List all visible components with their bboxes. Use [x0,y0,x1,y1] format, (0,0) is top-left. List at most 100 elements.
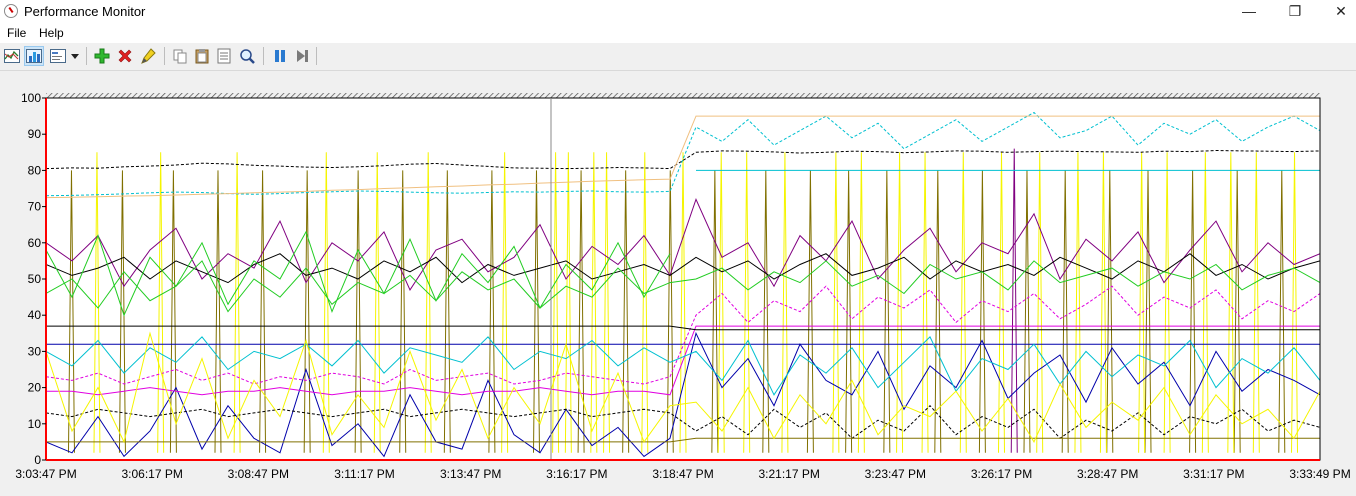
counter-spike [1074,152,1082,453]
counter-series-line [46,111,1320,197]
y-tick-label: 10 [28,417,42,431]
counter-spike [577,170,585,453]
minimize-button[interactable]: — [1242,3,1256,19]
paste-counter-list-icon [195,49,209,64]
update-data-button[interactable] [292,46,312,66]
counter-spike [1227,152,1235,453]
freeze-display-button[interactable] [270,46,290,66]
counter-spike [501,152,509,453]
y-axis-ticks: 0 10 20 30 40 50 60 70 80 90 100 [21,91,46,467]
counter-series-line [46,331,1320,458]
performance-monitor-app-icon [4,4,18,18]
view-report-button[interactable] [48,46,68,66]
y-tick-label: 30 [28,344,42,358]
series-layer [46,111,1320,458]
counter-spike [322,152,330,453]
menu-bar: File Help [0,24,1356,43]
y-tick-label: 40 [28,308,42,322]
counter-spike [781,152,789,453]
view-histogram-button[interactable] [24,46,44,66]
counter-series-line [46,336,1320,396]
counter-series-line [46,149,1320,170]
counter-series-line [46,260,1320,313]
counter-series-line [46,285,1320,385]
delete-counter-button[interactable] [115,46,135,66]
update-data-icon [297,50,308,62]
close-button[interactable]: ✕ [1335,3,1347,19]
menu-help[interactable]: Help [39,26,64,40]
highlight-button[interactable] [138,46,158,66]
window-title: Performance Monitor [24,4,146,19]
counter-series-line [46,325,1320,331]
x-tick-label: 3:06:17 PM [121,467,182,481]
x-tick-label: 3:21:17 PM [758,467,819,481]
x-tick-label: 3:11:17 PM [334,467,394,481]
counter-series-line [46,437,1320,443]
copy-properties-button[interactable] [170,46,190,66]
counter-spike [921,152,929,453]
counter-spike [641,152,649,453]
view-histogram-icon [26,49,42,63]
toolbar-separator [263,47,264,65]
x-tick-label: 3:18:47 PM [652,467,713,481]
zoom-button[interactable] [237,46,257,66]
y-tick-label: 100 [21,91,41,105]
counter-spike [532,170,540,453]
toolbar-separator [86,47,87,65]
toolbar [0,43,1356,71]
copy-properties-icon [173,49,187,64]
paste-counter-list-button[interactable] [192,46,212,66]
y-tick-label: 60 [28,236,42,250]
counter-spike [679,152,687,453]
counter-spike [214,170,222,453]
view-graph-button[interactable] [2,46,22,66]
counter-series-line [46,198,1320,291]
menu-file[interactable]: File [7,26,27,40]
freeze-display-icon [275,50,285,62]
zoom-icon [240,49,255,64]
properties-button[interactable] [214,46,234,66]
y-tick-label: 0 [34,453,41,467]
x-tick-label: 3:13:47 PM [440,467,501,481]
y-tick-label: 70 [28,200,42,214]
counter-spike [1010,148,1018,453]
x-tick-label: 3:16:17 PM [546,467,607,481]
counter-series-line [46,230,671,317]
add-counter-button[interactable] [92,46,112,66]
restore-button[interactable]: ❐ [1288,3,1302,19]
counter-spike [857,152,865,453]
counter-series-line [46,331,1320,444]
counter-spike [896,152,904,453]
change-view-dropdown[interactable] [68,46,82,66]
toolbar-separator [316,47,317,65]
counter-spike [354,170,362,453]
counter-spike [717,152,725,453]
counter-spike [67,170,75,453]
y-tick-label: 50 [28,272,42,286]
counter-spike [564,152,572,453]
chart-area: 0 10 20 30 40 50 60 70 80 90 100 3:03:47 PM 3:06:17… [0,71,1356,493]
counter-spike [259,170,267,453]
add-counter-icon [94,48,110,64]
view-report-icon [50,49,66,63]
toolbar-separator [164,47,165,65]
highlight-icon [141,48,156,64]
counter-spike [666,170,674,453]
counter-series-line [46,325,1320,396]
x-tick-label: 3:23:47 PM [865,467,926,481]
title-bar: Performance Monitor — ❐ ✕ [0,0,1356,24]
x-tick-label: 3:33:49 PM [1289,467,1350,481]
performance-graph[interactable]: 0 10 20 30 40 50 60 70 80 90 100 3:03:47 PM 3:06:17… [0,71,1356,493]
time-window-hatch [46,93,1320,98]
counter-spike [1163,152,1171,453]
x-tick-label: 3:03:47 PM [15,467,76,481]
counter-spike [552,152,560,453]
view-graph-icon [4,49,20,63]
properties-icon [217,48,231,64]
counter-spike [233,152,241,453]
x-tick-label: 3:28:47 PM [1077,467,1138,481]
counter-spike [1201,152,1209,453]
counter-series-line [46,115,1320,199]
counter-spike [303,170,311,453]
x-tick-label: 3:08:47 PM [228,467,289,481]
